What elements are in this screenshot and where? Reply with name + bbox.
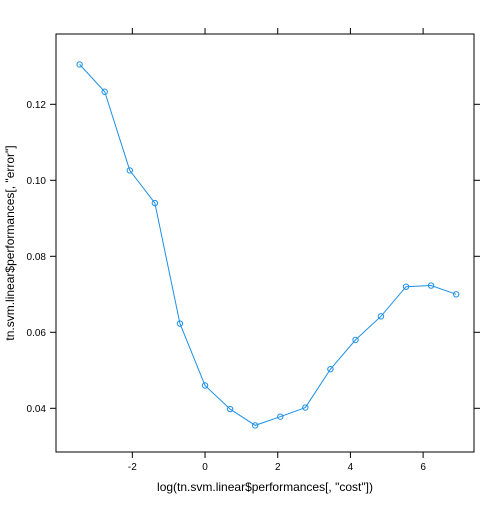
x-axis-label: log(tn.svm.linear$performances[, "cost"]… <box>157 480 373 494</box>
data-point <box>277 413 284 420</box>
data-point <box>76 61 83 68</box>
x-tick-label: -2 <box>128 462 137 473</box>
data-point <box>201 382 209 389</box>
x-axis-ticks: -2 0 2 4 6 <box>128 28 426 473</box>
y-axis-ticks: 0.04 0.06 0.08 0.10 0.12 <box>27 100 480 415</box>
x-tick-label: 4 <box>348 462 354 473</box>
data-point <box>402 283 410 290</box>
y-tick-label: 0.04 <box>27 404 47 415</box>
data-point <box>176 320 184 327</box>
y-axis-label: tn.svm.linear$performances[, "error"] <box>3 145 17 340</box>
y-tick-label: 0.12 <box>27 100 47 111</box>
data-point <box>101 88 108 95</box>
data-point <box>251 422 259 429</box>
series-layer <box>76 61 460 429</box>
x-tick-label: 0 <box>202 462 208 473</box>
data-point <box>427 282 435 289</box>
data-point <box>302 404 309 411</box>
data-point <box>377 313 385 320</box>
data-point <box>126 167 133 174</box>
data-point <box>226 405 234 413</box>
plot-frame <box>55 33 475 453</box>
data-point <box>452 291 460 298</box>
x-tick-label: 2 <box>275 462 281 473</box>
data-point <box>352 336 359 344</box>
x-tick-label: 6 <box>420 462 426 473</box>
data-point <box>151 199 159 207</box>
data-point <box>327 365 334 373</box>
y-tick-label: 0.06 <box>27 328 47 339</box>
y-tick-label: 0.10 <box>27 176 47 187</box>
series-line <box>79 64 457 426</box>
y-tick-label: 0.08 <box>27 252 47 263</box>
